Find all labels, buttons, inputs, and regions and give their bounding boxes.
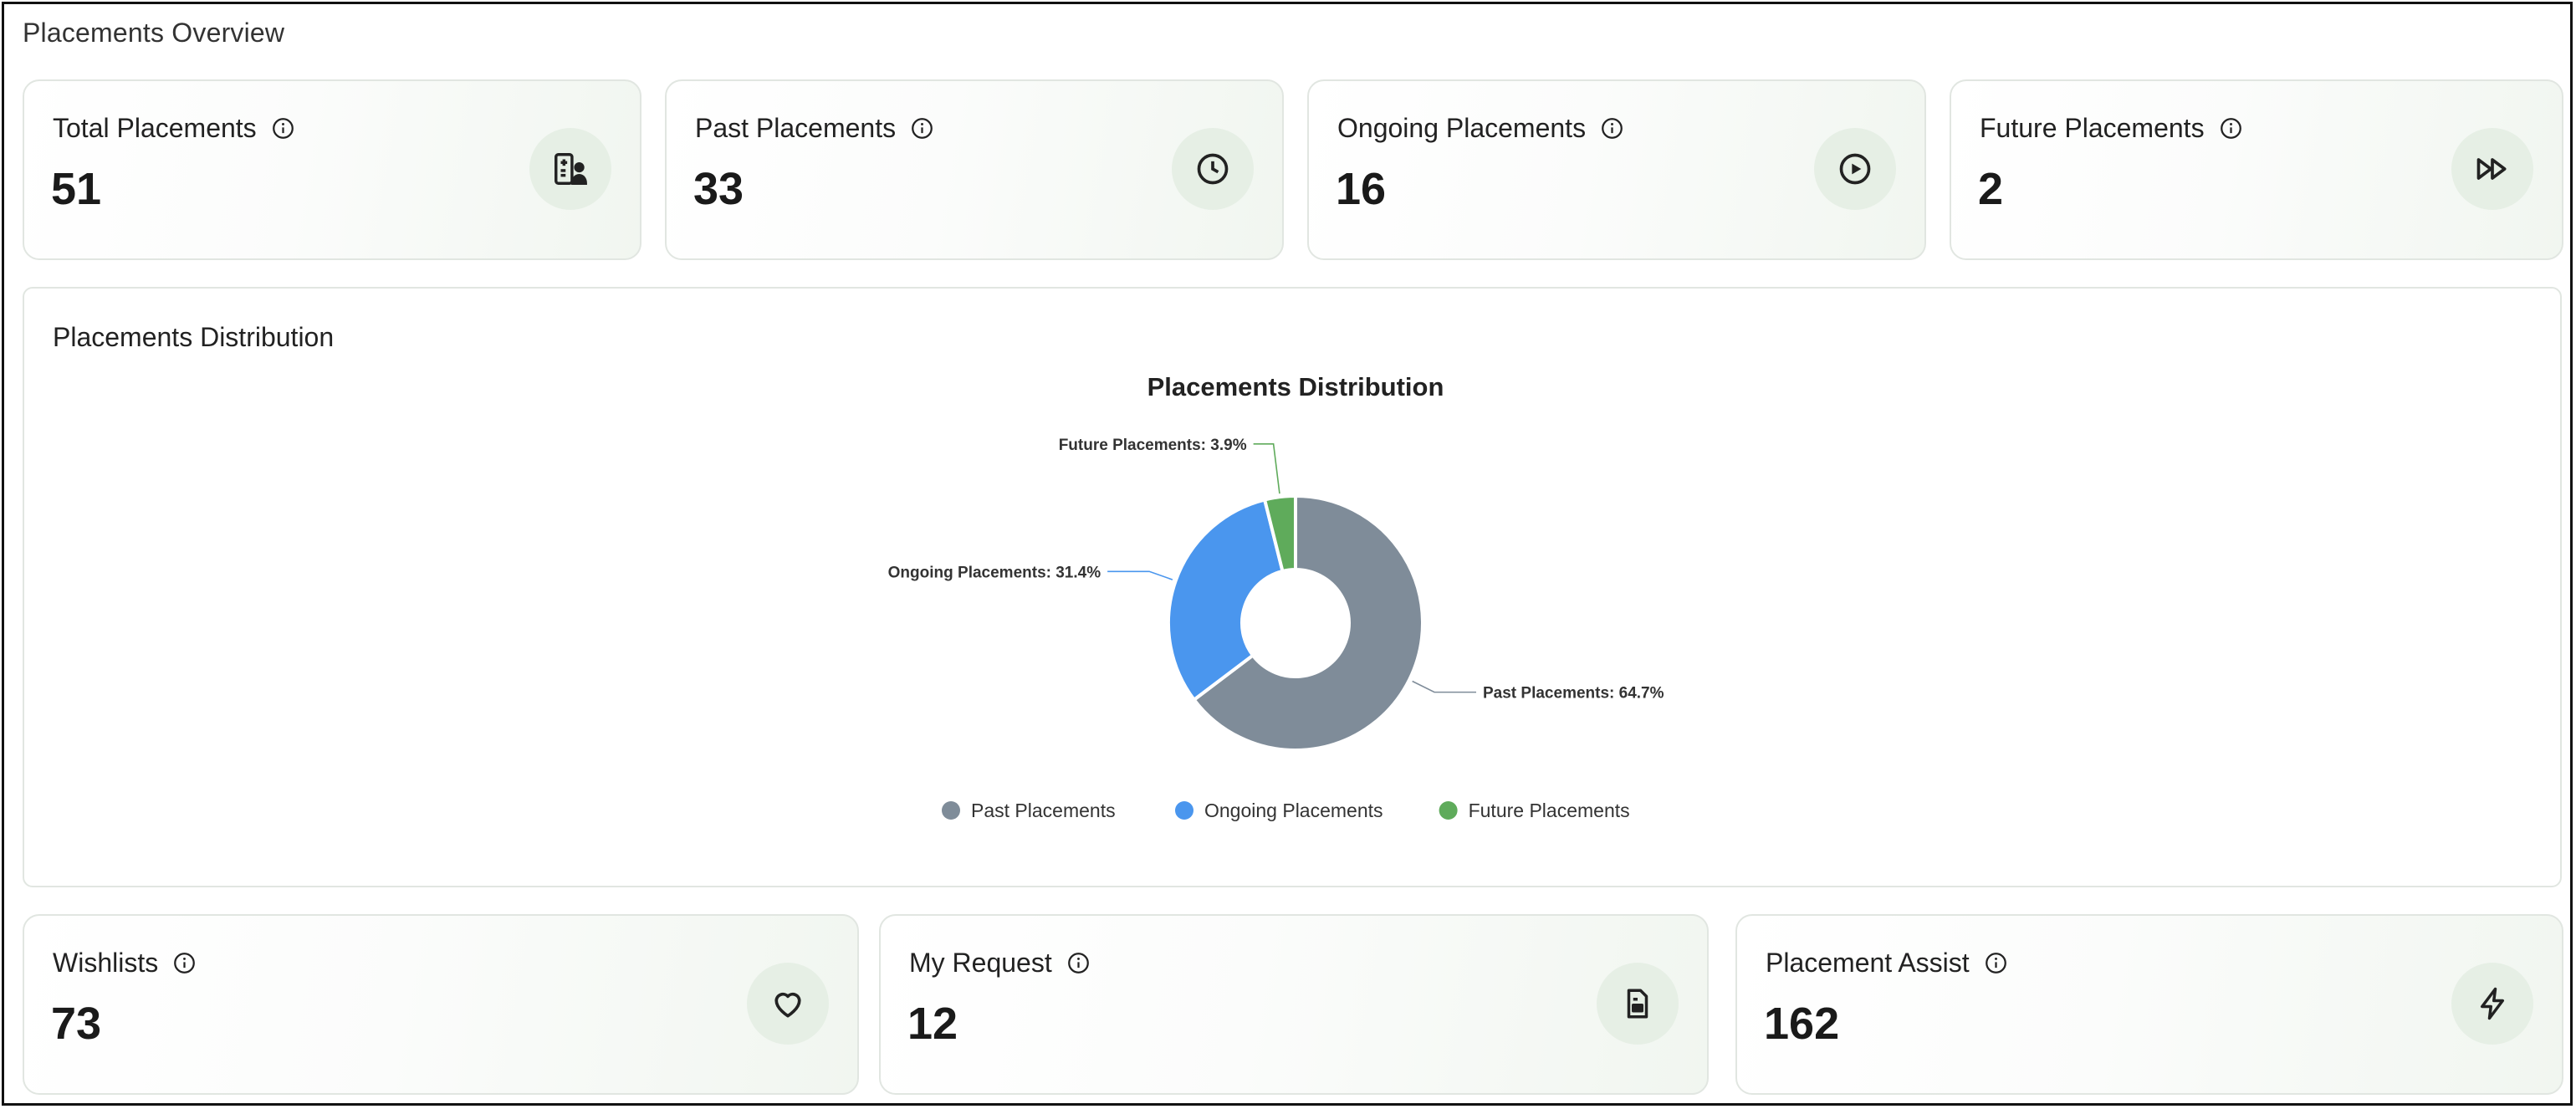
pie-slice[interactable] (1191, 493, 1424, 752)
card-label: Wishlists (53, 948, 159, 978)
lightning-icon (2451, 963, 2533, 1045)
document-icon (1597, 963, 1679, 1045)
card-wishlists[interactable]: Wishlists 73 (23, 914, 859, 1095)
card-ongoing-placements[interactable]: Ongoing Placements 16 (1307, 79, 1926, 260)
placements-distribution-chart: Placements Distribution Past Placements: … (888, 372, 1664, 821)
info-icon[interactable] (173, 952, 196, 974)
card-value: 16 (1336, 164, 1387, 214)
panel-title: Placements Distribution (53, 322, 335, 352)
legend-marker (942, 801, 960, 820)
card-placement-assist[interactable]: Placement Assist 162 (1735, 914, 2563, 1095)
slice-leader-line (1107, 570, 1173, 580)
legend-item[interactable]: Future Placements (1469, 800, 1630, 821)
fast-forward-icon (2451, 128, 2533, 210)
card-label: Total Placements (53, 113, 257, 143)
slice-leader-line (1412, 680, 1477, 693)
clock-icon (1172, 128, 1254, 210)
info-icon[interactable] (272, 117, 294, 140)
slice-label: Future Placements: 3.9% (1059, 437, 1247, 454)
card-label: My Request (909, 948, 1052, 978)
card-future-placements[interactable]: Future Placements 2 (1950, 79, 2563, 260)
legend-marker (1175, 801, 1193, 820)
slice-label: Ongoing Placements: 31.4% (888, 564, 1101, 581)
chart-title: Placements Distribution (1147, 372, 1444, 401)
hospital-user-icon (529, 128, 611, 210)
play-circle-icon (1814, 128, 1896, 210)
slice-label: Past Placements: 64.7% (1483, 685, 1664, 703)
card-my-request[interactable]: My Request 12 (879, 914, 1709, 1095)
card-value: 33 (693, 164, 744, 214)
card-value: 51 (51, 164, 102, 214)
slice-leader-line (1253, 442, 1280, 494)
card-label: Past Placements (695, 113, 897, 143)
legend-marker (1439, 801, 1458, 820)
card-past-placements[interactable]: Past Placements 33 (665, 79, 1284, 260)
page-title: Placements Overview (23, 18, 285, 48)
info-icon[interactable] (2220, 117, 2242, 140)
heart-icon (747, 963, 829, 1045)
card-value: 12 (907, 999, 958, 1049)
card-label: Future Placements (1980, 113, 2205, 143)
card-label: Placement Assist (1766, 948, 1970, 978)
card-total-placements[interactable]: Total Placements 51 (23, 79, 641, 260)
card-value: 2 (1978, 164, 2004, 214)
info-icon[interactable] (1985, 952, 2007, 974)
pie-slice[interactable] (1167, 498, 1285, 703)
info-icon[interactable] (1067, 952, 1090, 974)
card-value: 73 (51, 999, 102, 1049)
card-label: Ongoing Placements (1337, 113, 1587, 143)
info-icon[interactable] (1601, 117, 1623, 140)
legend-item[interactable]: Ongoing Placements (1204, 800, 1383, 821)
legend-item[interactable]: Past Placements (971, 800, 1116, 821)
info-icon[interactable] (911, 117, 933, 140)
pie-slice[interactable] (1262, 493, 1297, 574)
placements-distribution-panel: Placements Distribution Placements Distr… (23, 287, 2562, 887)
card-value: 162 (1764, 999, 1840, 1049)
